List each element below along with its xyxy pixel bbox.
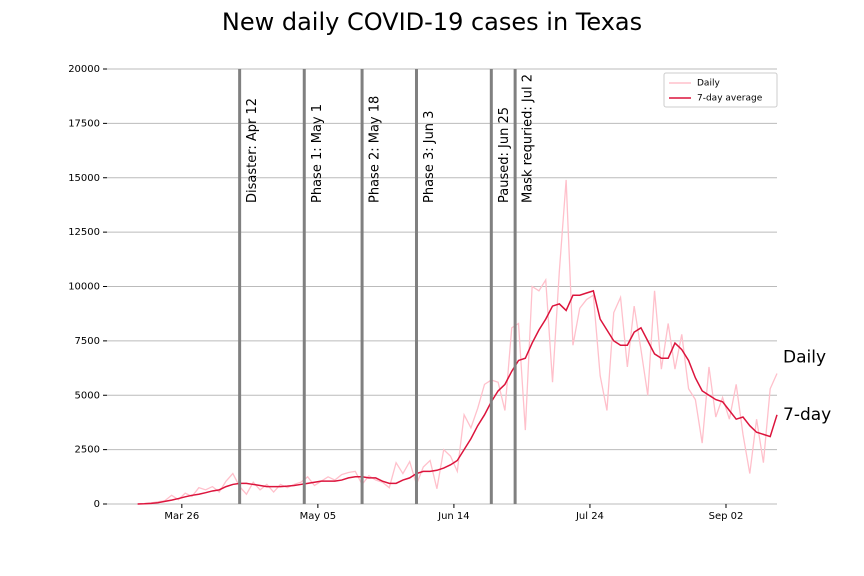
y-tick-label: 20000 — [68, 64, 100, 75]
series-line — [137, 289, 778, 505]
event-label: Disaster: Apr 12 — [245, 98, 260, 203]
y-tick-label: 15000 — [68, 173, 100, 184]
y-tick-label: 17500 — [68, 118, 100, 129]
event-label: Paused: Jun 25 — [497, 107, 512, 203]
x-tick-label: Mar 26 — [164, 511, 199, 522]
y-tick-label: 7500 — [75, 336, 100, 347]
series-line — [137, 179, 778, 505]
legend-label: Daily — [697, 79, 720, 89]
event-label: Phase 3: Jun 3 — [422, 111, 437, 203]
end-label: 7-day — [783, 405, 831, 425]
y-tick-label: 10000 — [68, 282, 100, 293]
x-tick-label: Sep 02 — [709, 511, 744, 522]
event-label: Mask requried: Jul 2 — [521, 74, 536, 203]
y-tick-label: 12500 — [68, 227, 100, 238]
y-tick-label: 0 — [94, 499, 100, 510]
legend-box — [663, 72, 778, 108]
x-tick-label: Jun 14 — [437, 511, 470, 522]
x-tick-label: May 05 — [300, 511, 337, 522]
legend-label: 7-day average — [697, 94, 763, 104]
y-tick-label: 2500 — [75, 445, 100, 456]
event-label: Phase 1: May 1 — [310, 104, 325, 203]
x-tick-label: Jul 24 — [575, 511, 604, 522]
chart-title: New daily COVID-19 cases in Texas — [222, 8, 642, 36]
event-label: Phase 2: May 18 — [368, 96, 383, 203]
y-tick-label: 5000 — [75, 390, 100, 401]
end-label: Daily — [783, 348, 826, 368]
